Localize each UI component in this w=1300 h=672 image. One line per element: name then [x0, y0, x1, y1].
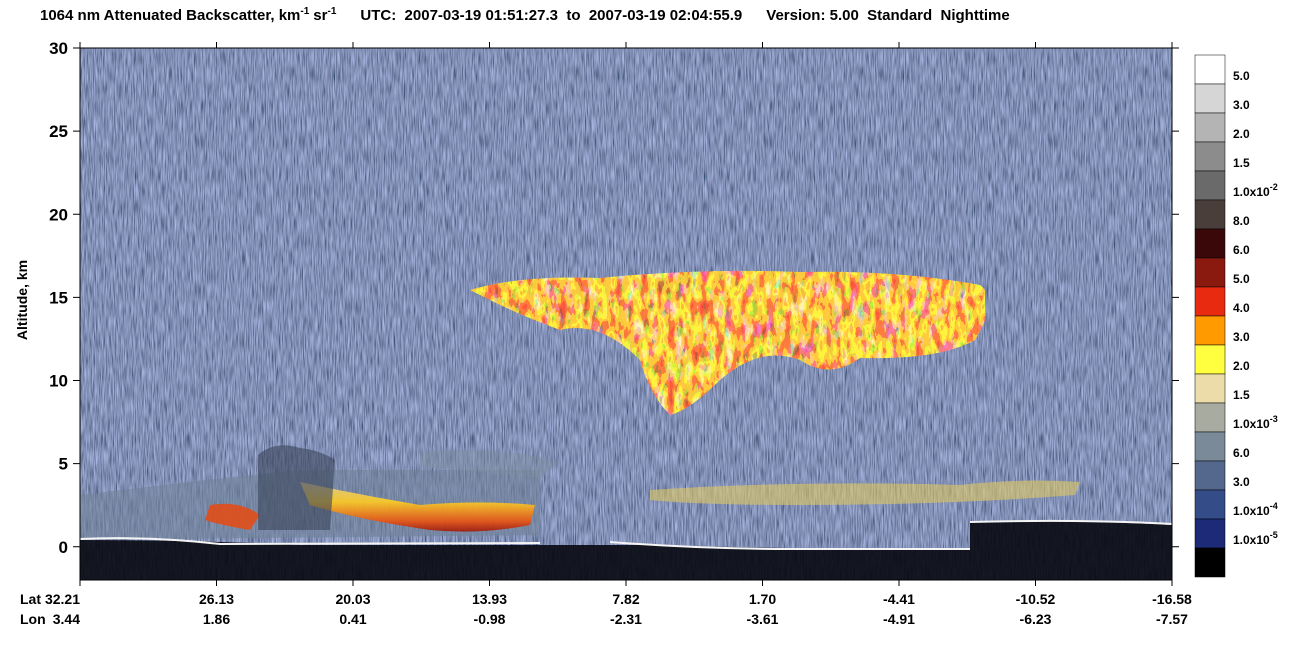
x-tick-label-lon: 0.41 [339, 611, 366, 627]
colorbar-swatch [1194, 344, 1226, 375]
x-tick-label-lon: -4.91 [883, 611, 915, 627]
colorbar-label-base: 6.0 [1233, 446, 1250, 460]
colorbar-label: 6.0 [1233, 243, 1250, 257]
x-tick-label-lat: 1.70 [749, 591, 776, 607]
colorbar-label-base: 2.0 [1233, 127, 1250, 141]
x-tick-label-lat: -10.52 [1016, 591, 1056, 607]
colorbar-label: 5.0 [1233, 272, 1250, 286]
title-quantity: 1064 nm Attenuated Backscatter, km [40, 7, 300, 24]
colorbar-swatch [1194, 402, 1226, 433]
colorbar-label-base: 5.0 [1233, 272, 1250, 286]
colorbar-label-exp: -4 [1270, 501, 1278, 511]
curtain-image [79, 48, 1173, 580]
colorbar-label-base: 3.0 [1233, 330, 1250, 344]
x-tick-label-lon: -2.31 [610, 611, 642, 627]
x-tick-label-lat: -16.58 [1152, 591, 1192, 607]
y-tick-label: 15 [49, 288, 68, 307]
colorbar-swatch [1194, 286, 1226, 317]
y-tick-label: 30 [49, 39, 68, 58]
colorbar-label: 1.0x10-2 [1233, 182, 1278, 199]
colorbar-label: 1.0x10-4 [1233, 501, 1278, 518]
colorbar-label-base: 1.0x10 [1233, 533, 1270, 547]
colorbar-label-exp: -2 [1270, 182, 1278, 192]
colorbar-swatch [1194, 373, 1226, 404]
colorbar-label: 1.5 [1233, 388, 1250, 402]
colorbar-swatch [1194, 112, 1226, 143]
colorbar-label-base: 1.0x10 [1233, 185, 1270, 199]
title-version: Version: 5.00 Standard Nighttime [766, 7, 1009, 24]
x-tick-label-lon: -3.61 [747, 611, 779, 627]
colorbar-swatch [1194, 489, 1226, 520]
colorbar-label-base: 1.5 [1233, 156, 1250, 170]
colorbar-label: 8.0 [1233, 214, 1250, 228]
colorbar-swatch [1194, 518, 1226, 549]
colorbar-swatch [1194, 257, 1226, 288]
colorbar-label-base: 1.0x10 [1233, 504, 1270, 518]
colorbar-label-base: 8.0 [1233, 214, 1250, 228]
colorbar-label: 3.0 [1233, 475, 1250, 489]
x-tick-label-lat: -4.41 [883, 591, 915, 607]
title-unit: sr [313, 7, 327, 24]
colorbar-swatch [1194, 54, 1226, 85]
colorbar-label: 1.0x10-3 [1233, 414, 1278, 431]
colorbar-label-base: 6.0 [1233, 243, 1250, 257]
colorbar-label-base: 2.0 [1233, 359, 1250, 373]
colorbar-swatch [1194, 547, 1226, 578]
x-tick-label-lat: 7.82 [612, 591, 639, 607]
colorbar-label: 2.0 [1233, 359, 1250, 373]
colorbar-swatch [1194, 228, 1226, 259]
y-tick-label: 20 [49, 205, 68, 224]
colorbar-label-base: 1.0x10 [1233, 417, 1270, 431]
colorbar-label-base: 5.0 [1233, 69, 1250, 83]
x-tick-label-lat: 26.13 [199, 591, 234, 607]
colorbar-swatch [1194, 460, 1226, 491]
colorbar-label-base: 3.0 [1233, 475, 1250, 489]
x-tick-label-lon: -6.23 [1020, 611, 1052, 627]
colorbar-swatch [1194, 141, 1226, 172]
y-tick-label: 5 [59, 455, 68, 474]
title-exp: -1 [327, 6, 336, 17]
colorbar-swatch [1194, 431, 1226, 462]
colorbar-label-base: 4.0 [1233, 301, 1250, 315]
colorbar-label-base: 3.0 [1233, 98, 1250, 112]
colorbar-swatch [1194, 83, 1226, 114]
colorbar-label-exp: -3 [1270, 414, 1278, 424]
colorbar-label-base: 1.5 [1233, 388, 1250, 402]
title-time: UTC: 2007-03-19 01:51:27.3 to 2007-03-19… [360, 7, 742, 24]
colorbar-label: 1.0x10-5 [1233, 530, 1278, 547]
x-tick-label-lon: -0.98 [474, 611, 506, 627]
x-tick-label-lat: 13.93 [472, 591, 507, 607]
x-tick-label-lon: -7.57 [1156, 611, 1188, 627]
colorbar-label: 3.0 [1233, 98, 1250, 112]
title-exp: -1 [300, 6, 309, 17]
colorbar-swatch [1194, 315, 1226, 346]
colorbar-label: 1.5 [1233, 156, 1250, 170]
y-tick-label: 0 [59, 538, 68, 557]
colorbar-swatch [1194, 199, 1226, 230]
x-tick-label-lat: 20.03 [335, 591, 370, 607]
colorbar-label: 4.0 [1233, 301, 1250, 315]
chart-title: 1064 nm Attenuated Backscatter, km-1 sr-1… [40, 6, 1010, 24]
colorbar-label: 5.0 [1233, 69, 1250, 83]
x-tick-label-lat: 32.21 [45, 591, 80, 607]
x-tick-label-lon: 1.86 [203, 611, 230, 627]
x-row-label: Lat [20, 591, 41, 607]
x-tick-label-lon: 3.44 [53, 611, 80, 627]
y-axis-label: Altitude, km [14, 260, 30, 340]
x-row-label: Lon [20, 611, 46, 627]
y-tick-label: 10 [49, 372, 68, 391]
colorbar-label: 3.0 [1233, 330, 1250, 344]
colorbar-swatch [1194, 170, 1226, 201]
colorbar-label: 2.0 [1233, 127, 1250, 141]
colorbar-label: 6.0 [1233, 446, 1250, 460]
y-tick-label: 25 [49, 122, 68, 141]
colorbar-label-exp: -5 [1270, 530, 1278, 540]
